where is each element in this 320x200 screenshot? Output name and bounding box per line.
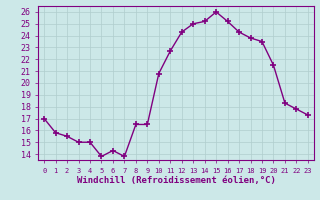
X-axis label: Windchill (Refroidissement éolien,°C): Windchill (Refroidissement éolien,°C)	[76, 176, 276, 185]
